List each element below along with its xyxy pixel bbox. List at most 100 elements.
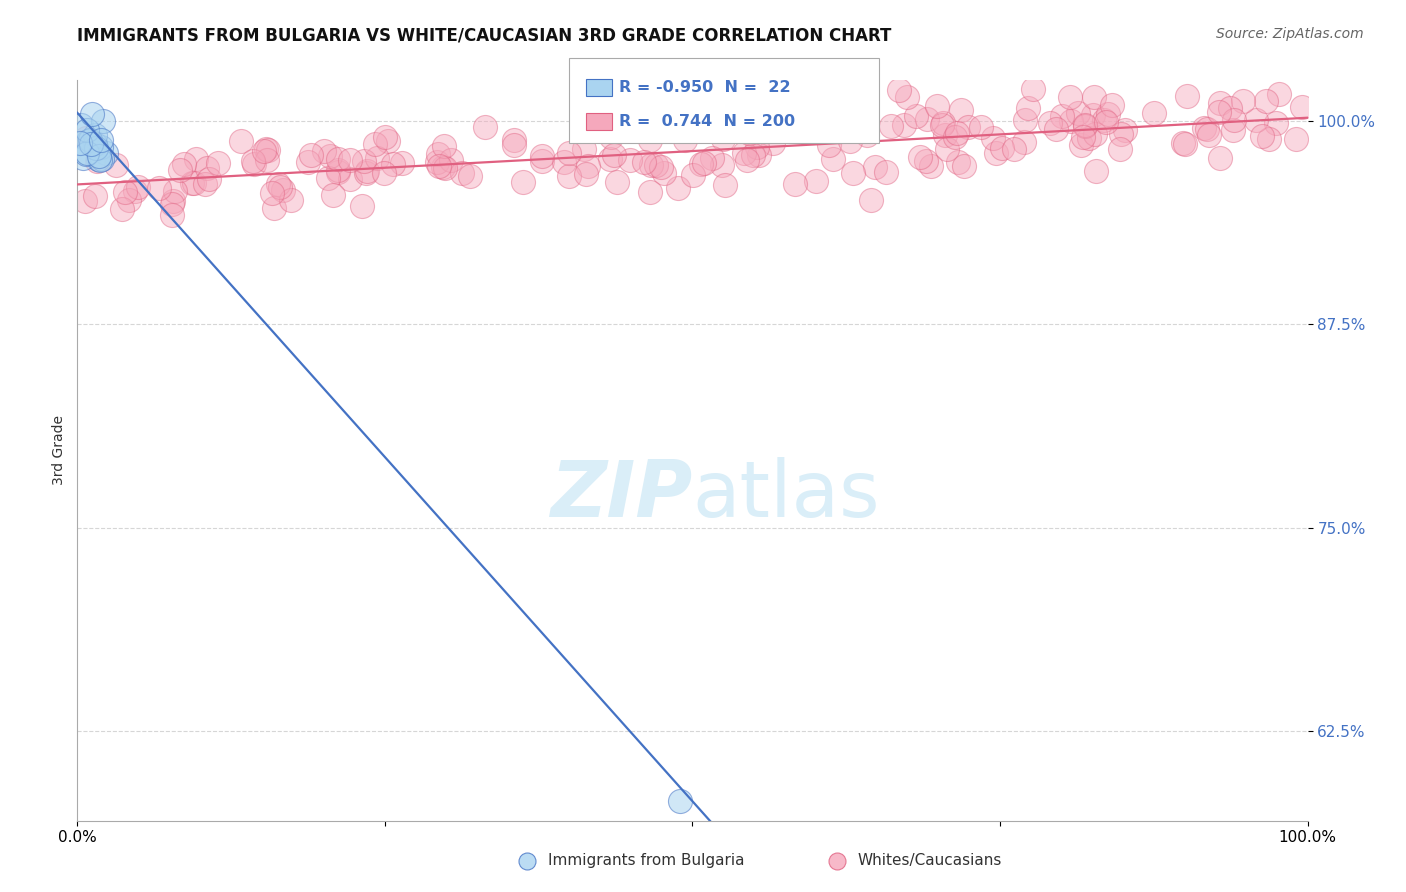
Point [75, 147, 97, 161]
Point [984, 145, 1007, 160]
Point [503, 137, 526, 152]
Point [1059, 89, 1081, 103]
Point [377, 134, 399, 148]
Point [673, 133, 696, 147]
Point [638, 133, 661, 147]
Point [253, 145, 276, 159]
Text: IMMIGRANTS FROM BULGARIA VS WHITE/CAUCASIAN 3RD GRADE CORRELATION CHART: IMMIGRANTS FROM BULGARIA VS WHITE/CAUCAS… [77, 27, 891, 45]
Point [1244, 113, 1267, 128]
Point [91, 114, 114, 128]
Point [326, 152, 349, 166]
Point [256, 143, 278, 157]
Point [1257, 132, 1279, 146]
Point [451, 166, 474, 180]
Point [1109, 128, 1132, 142]
Point [86, 153, 108, 168]
Point [619, 153, 641, 168]
Point [783, 177, 806, 191]
Point [553, 155, 575, 169]
Point [83, 189, 105, 203]
Point [433, 139, 456, 153]
Point [1267, 87, 1289, 102]
Point [815, 115, 838, 129]
Point [356, 164, 378, 178]
Point [650, 160, 672, 174]
Point [748, 147, 770, 161]
Point [314, 144, 336, 158]
Point [267, 177, 290, 191]
Point [94, 146, 117, 161]
Point [1017, 101, 1039, 115]
Point [256, 153, 278, 168]
Point [702, 91, 724, 105]
Point [711, 158, 734, 172]
Point [374, 129, 396, 144]
Point [243, 157, 266, 171]
Point [875, 165, 897, 179]
Point [917, 112, 939, 127]
Point [1074, 118, 1097, 132]
Point [181, 176, 204, 190]
Point [90, 133, 112, 147]
Point [280, 193, 302, 207]
Point [745, 139, 768, 153]
Point [352, 199, 374, 213]
Point [855, 128, 877, 142]
Text: Source: ZipAtlas.com: Source: ZipAtlas.com [1216, 27, 1364, 41]
Point [749, 118, 772, 132]
Point [1074, 119, 1097, 133]
Point [1264, 116, 1286, 130]
Point [733, 145, 755, 160]
Point [207, 156, 229, 170]
Point [70, 118, 93, 132]
Point [711, 132, 734, 146]
Point [516, 854, 538, 868]
Point [183, 176, 205, 190]
Point [242, 153, 264, 168]
Point [948, 155, 970, 169]
Point [1101, 98, 1123, 112]
Point [391, 156, 413, 170]
Point [896, 90, 918, 104]
Point [1071, 130, 1094, 145]
Point [827, 122, 849, 136]
Point [1039, 115, 1062, 129]
Point [931, 116, 953, 130]
Point [931, 119, 953, 133]
Point [316, 171, 339, 186]
Point [1219, 101, 1241, 115]
Point [458, 169, 481, 184]
Point [1175, 89, 1198, 103]
Point [1083, 89, 1105, 103]
Point [952, 160, 974, 174]
Point [432, 160, 454, 174]
Point [1198, 128, 1220, 143]
Point [1060, 113, 1083, 128]
Point [575, 167, 598, 181]
Point [426, 147, 449, 161]
Point [353, 154, 375, 169]
Point [1078, 130, 1101, 145]
Point [114, 185, 136, 199]
Point [530, 149, 553, 163]
Point [783, 111, 806, 125]
Point [124, 184, 146, 198]
Point [1097, 107, 1119, 121]
Point [849, 117, 872, 131]
Point [640, 157, 662, 171]
Point [934, 128, 956, 143]
Text: R = -0.950  N =  22: R = -0.950 N = 22 [619, 80, 790, 95]
Point [160, 197, 183, 211]
Point [319, 149, 342, 163]
Point [90, 152, 112, 166]
Point [502, 133, 524, 147]
Text: Whites/Caucasians: Whites/Caucasians [858, 854, 1002, 868]
Point [633, 155, 655, 169]
Point [186, 152, 208, 166]
Point [714, 178, 737, 193]
Point [326, 164, 349, 178]
Text: Immigrants from Bulgaria: Immigrants from Bulgaria [548, 854, 745, 868]
Point [599, 152, 621, 166]
Text: R =  0.744  N = 200: R = 0.744 N = 200 [619, 114, 794, 129]
Point [89, 153, 111, 167]
